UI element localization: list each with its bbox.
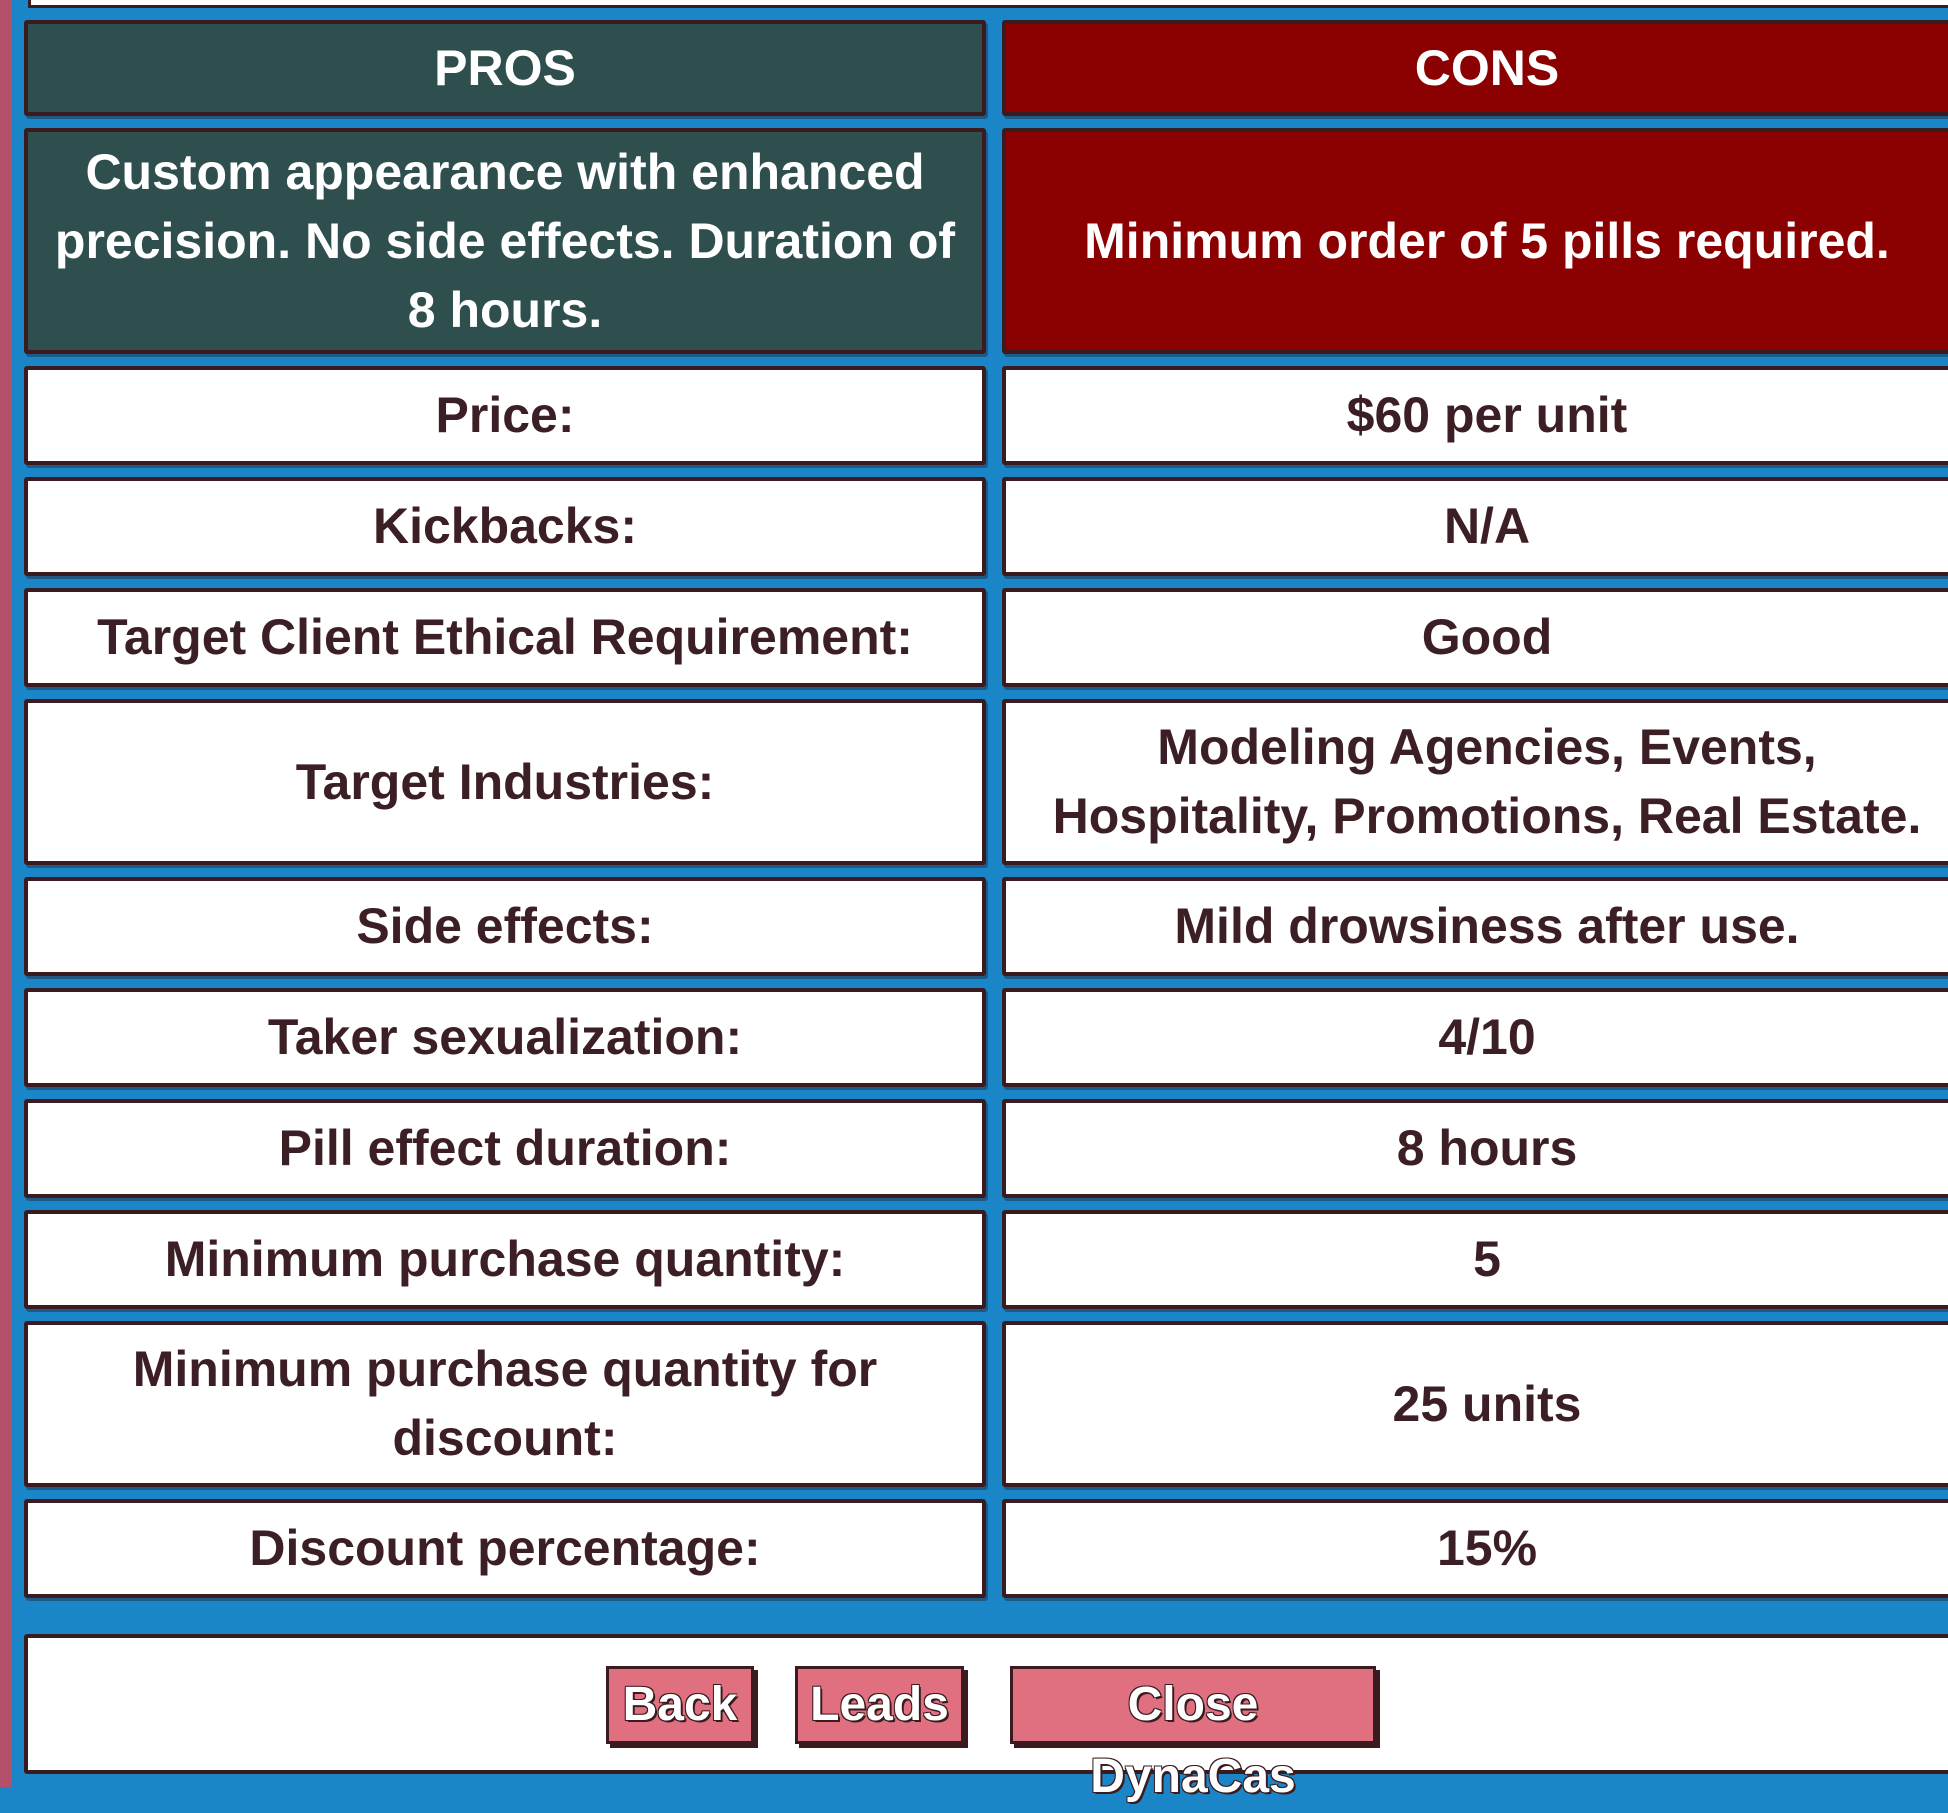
detail-row-discount-quantity: Minimum purchase quantity for discount: … [24,1321,1948,1487]
detail-label: Minimum purchase quantity: [24,1210,986,1309]
leads-button[interactable]: Leads [795,1666,964,1744]
back-button[interactable]: Back [606,1666,754,1744]
detail-row-min-quantity: Minimum purchase quantity: 5 [24,1210,1948,1309]
previous-panel-edge [28,0,1948,8]
detail-value: 25 units [1002,1321,1948,1487]
detail-row-kickbacks: Kickbacks: N/A [24,477,1948,576]
detail-label: Discount percentage: [24,1499,986,1598]
detail-row-discount-percentage: Discount percentage: 15% [24,1499,1948,1598]
detail-row-target-industries: Target Industries: Modeling Agencies, Ev… [24,699,1948,865]
detail-row-side-effects: Side effects: Mild drowsiness after use. [24,877,1948,976]
detail-label: Taker sexualization: [24,988,986,1087]
detail-value: Mild drowsiness after use. [1002,877,1948,976]
detail-label: Pill effect duration: [24,1099,986,1198]
detail-label: Target Industries: [24,699,986,865]
pros-header: PROS [24,20,986,116]
detail-row-duration: Pill effect duration: 8 hours [24,1099,1948,1198]
detail-row-sexualization: Taker sexualization: 4/10 [24,988,1948,1087]
close-dynacas-button[interactable]: Close DynaCas [1010,1666,1376,1803]
detail-label: Price: [24,366,986,465]
pill-details-table: PROS CONS Custom appearance with enhance… [24,20,1948,1610]
detail-value: $60 per unit [1002,366,1948,465]
detail-value: Good [1002,588,1948,687]
detail-value: 8 hours [1002,1099,1948,1198]
detail-value: N/A [1002,477,1948,576]
detail-label: Minimum purchase quantity for discount: [24,1321,986,1487]
left-edge-strip [0,0,12,1787]
detail-value: 5 [1002,1210,1948,1309]
cons-summary: Minimum order of 5 pills required. [1002,128,1948,354]
detail-value: 15% [1002,1499,1948,1598]
detail-row-price: Price: $60 per unit [24,366,1948,465]
detail-value: Modeling Agencies, Events, Hospitality, … [1002,699,1948,865]
detail-value: 4/10 [1002,988,1948,1087]
action-bar: Back Leads Close DynaCas [24,1634,1948,1803]
pros-summary: Custom appearance with enhanced precisio… [24,128,986,354]
detail-label: Target Client Ethical Requirement: [24,588,986,687]
summary-row: Custom appearance with enhanced precisio… [24,128,1948,354]
header-row: PROS CONS [24,20,1948,116]
detail-label: Side effects: [24,877,986,976]
cons-header: CONS [1002,20,1948,116]
detail-row-ethical-requirement: Target Client Ethical Requirement: Good [24,588,1948,687]
detail-label: Kickbacks: [24,477,986,576]
